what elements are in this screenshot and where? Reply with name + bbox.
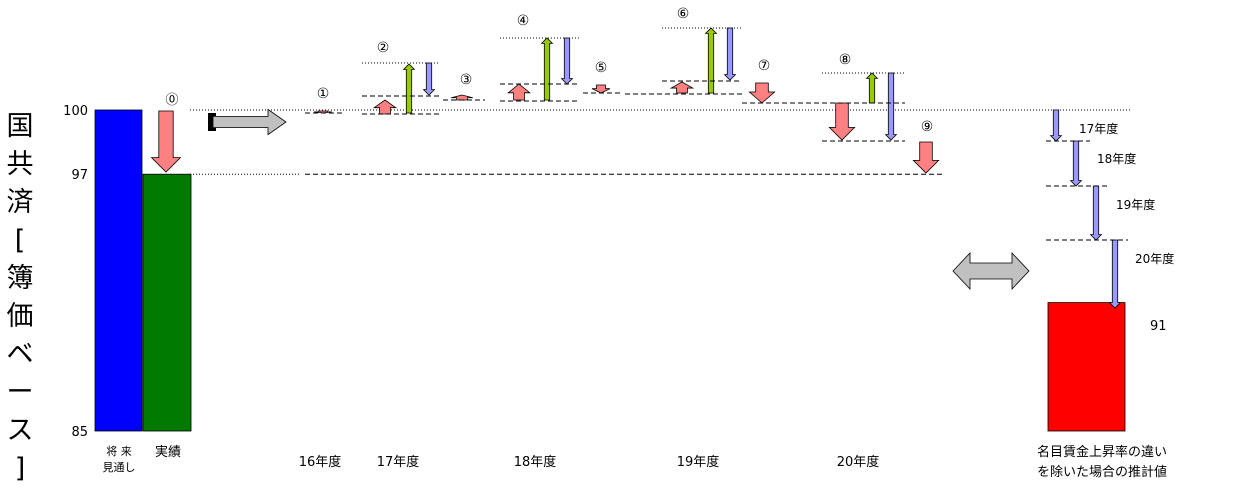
change-marker: ⑥ — [677, 6, 690, 22]
change-arrow-down-lavender — [422, 62, 436, 96]
change-marker: ① — [317, 86, 330, 102]
y-axis-label-char: 簿 — [6, 263, 34, 294]
bar-label: 名目賃金上昇率の違い — [1037, 444, 1167, 460]
change-arrow-down — [912, 141, 940, 174]
cascade-year-label: 17年度 — [1079, 121, 1118, 136]
year-label: 18年度 — [514, 454, 557, 470]
change-arrow-down — [591, 84, 611, 94]
transition-arrow — [212, 108, 287, 136]
year-label: 19年度 — [677, 454, 720, 470]
change-marker: ③ — [460, 72, 473, 88]
bar-label: 実績 — [155, 444, 181, 460]
change-marker: ⓪ — [165, 93, 178, 108]
change-arrow-down-lavender — [560, 37, 574, 85]
change-arrow-down-lavender — [1089, 185, 1103, 241]
year-label: 17年度 — [377, 454, 420, 470]
change-marker: ⑤ — [595, 60, 608, 76]
change-arrow-down — [828, 102, 856, 141]
change-arrow-down-lavender — [1108, 239, 1122, 309]
year-label: 20年度 — [837, 454, 880, 470]
y-tick-label: 100 — [63, 104, 88, 119]
y-axis-label-char: 価 — [6, 301, 34, 332]
change-arrow-down-lavender — [1049, 109, 1063, 142]
change-arrow-up-green — [402, 63, 416, 114]
bar-label: 見通し — [103, 461, 136, 474]
y-axis-label-char: 済 — [6, 187, 34, 218]
y-axis-label-char: ー — [6, 377, 34, 408]
y-tick-label: 85 — [71, 425, 88, 440]
bar — [94, 109, 143, 432]
bar-label: を除いた場合の推計値 — [1037, 464, 1167, 480]
bar — [1047, 302, 1126, 432]
cascade-year-label: 20年度 — [1135, 251, 1174, 266]
y-axis-label-char: 共 — [6, 149, 34, 180]
change-arrow-up-green — [540, 37, 554, 101]
y-axis-label: 国共済 [ 簿価ベース] — [2, 108, 38, 488]
bar-label: 将 来 — [106, 445, 132, 458]
change-marker: ⑧ — [839, 52, 852, 68]
change-arrow-up — [451, 94, 473, 101]
arrow-tail — [208, 113, 216, 131]
y-axis-label-char: ス — [6, 415, 34, 446]
y-tick-label: 97 — [71, 168, 88, 183]
cascade-year-label: 19年度 — [1116, 197, 1155, 212]
double-arrow — [952, 251, 1030, 291]
change-arrow-up-green — [865, 72, 879, 104]
change-marker: ② — [377, 40, 390, 56]
year-label: 16年度 — [299, 454, 342, 470]
change-arrow-up — [507, 83, 531, 101]
change-arrow — [313, 110, 333, 114]
y-axis-label-char: [ — [14, 225, 26, 256]
cascade-year-label: 18年度 — [1097, 151, 1136, 166]
change-marker: ⑨ — [921, 119, 934, 135]
change-arrow-down — [748, 82, 776, 104]
change-arrow-up — [372, 99, 398, 115]
change-arrow-down-lavender — [723, 27, 737, 81]
change-arrow-up-green — [704, 27, 718, 94]
change-arrow-up — [669, 81, 695, 94]
y-axis-label-char: 国 — [6, 111, 34, 142]
y-axis-label-char: ベ — [6, 339, 34, 370]
change-marker: ④ — [517, 13, 530, 29]
change-marker: ⑦ — [758, 58, 771, 74]
change-arrow-down-lavender — [884, 72, 898, 141]
data-label: 91 — [1150, 319, 1167, 334]
change-arrow-down-lavender — [1069, 140, 1083, 187]
y-axis-label-char: ] — [14, 453, 26, 484]
bar — [142, 173, 192, 432]
change-arrow-down — [150, 110, 182, 173]
